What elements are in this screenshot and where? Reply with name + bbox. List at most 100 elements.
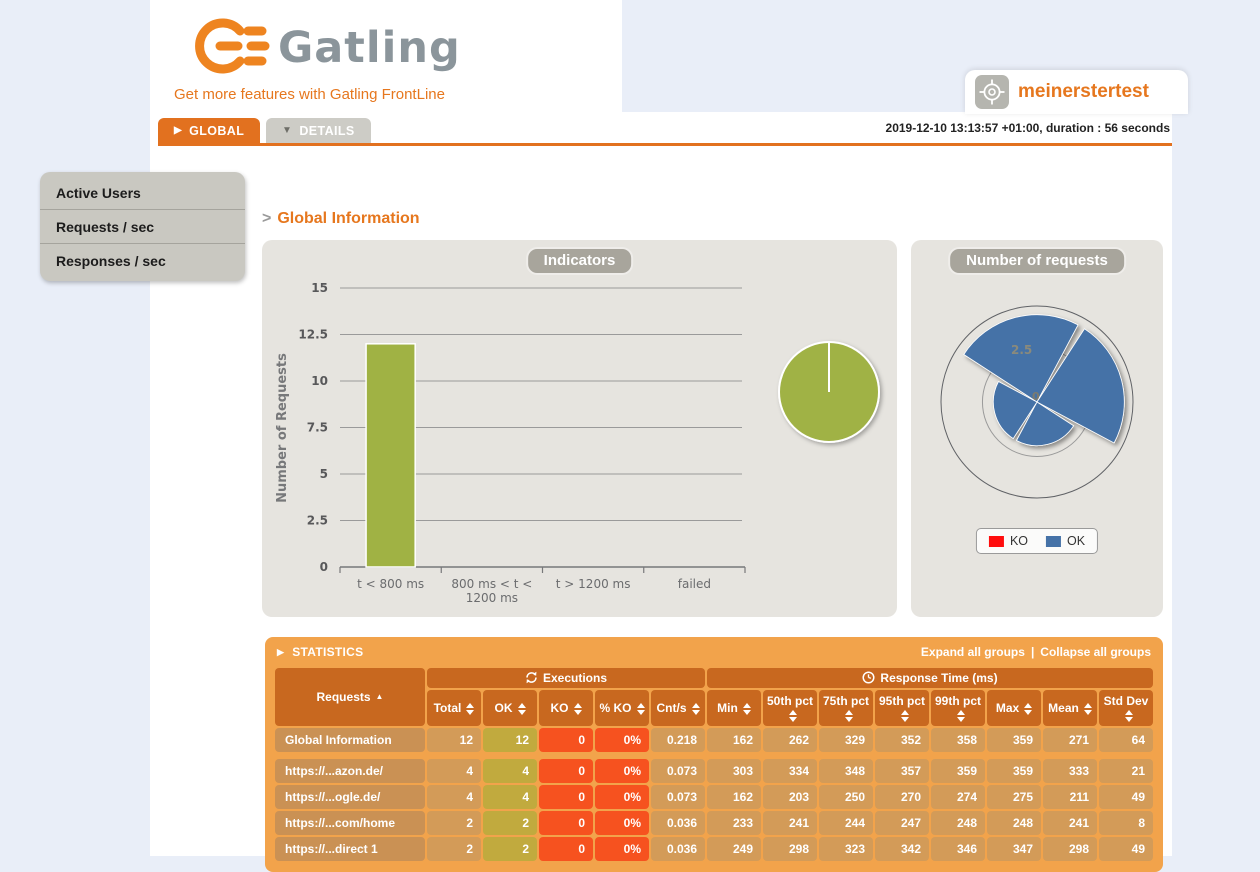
collapse-all-groups-link[interactable]: Collapse all groups (1040, 645, 1151, 659)
stat-cell: 346 (931, 837, 985, 861)
stat-cell: 249 (707, 837, 761, 861)
stat-cell: 334 (763, 759, 817, 783)
stat-cell: 298 (1043, 837, 1097, 861)
page-title: > Global Information (262, 210, 420, 228)
sort-asc-icon: ▲ (375, 692, 384, 701)
stat-cell-ko: 0 (539, 785, 593, 809)
svg-text:5: 5 (320, 467, 328, 481)
stat-cell-pct-ko: 0% (595, 728, 649, 752)
stat-cell: 274 (931, 785, 985, 809)
svg-text:15: 15 (311, 281, 328, 295)
request-name-cell[interactable]: https://...azon.de/ (275, 759, 425, 783)
stat-cell: 49 (1099, 785, 1153, 809)
tab-details-label: DETAILS (299, 123, 355, 138)
svg-text:t < 800 ms: t < 800 ms (357, 577, 424, 591)
column-header-pct-ko[interactable]: % KO (595, 690, 649, 726)
stat-cell: 270 (875, 785, 929, 809)
sort-icon (1024, 702, 1033, 715)
sort-icon (844, 709, 853, 722)
request-name-cell[interactable]: https://...direct 1 (275, 837, 425, 861)
column-header-99th[interactable]: 99th pct (931, 690, 985, 726)
legend-ko-label: KO (1009, 534, 1028, 548)
stat-cell: 241 (1043, 811, 1097, 835)
expand-all-groups-link[interactable]: Expand all groups (920, 645, 1025, 659)
stat-cell-ok: 4 (483, 759, 537, 783)
target-icon (975, 75, 1009, 109)
clock-icon (862, 671, 875, 684)
tab-global[interactable]: ▶ GLOBAL (158, 118, 261, 143)
stat-cell: 275 (987, 785, 1041, 809)
ko-swatch-icon (988, 535, 1004, 547)
svg-text:12.5: 12.5 (298, 328, 328, 342)
column-header-95th[interactable]: 95th pct (875, 690, 929, 726)
stat-cell-pct-ko: 0% (595, 837, 649, 861)
column-header-cnts[interactable]: Cnt/s (651, 690, 705, 726)
gatling-logo[interactable]: Gatling (178, 14, 478, 83)
triangle-right-icon: ▶ (174, 125, 183, 136)
statistics-panel: ▶ STATISTICS Expand all groups | Collaps… (265, 637, 1163, 872)
column-header-50th[interactable]: 50th pct (763, 690, 817, 726)
stat-cell: 64 (1099, 728, 1153, 752)
statistics-title: STATISTICS (292, 645, 364, 659)
stat-cell: 248 (987, 811, 1041, 835)
links-separator: | (1030, 645, 1035, 659)
response-time-header-label: Response Time (ms) (880, 671, 998, 685)
column-header-max[interactable]: Max (987, 690, 1041, 726)
svg-text:failed: failed (678, 577, 711, 591)
table-row-total: Global Information 12 12 0 0% 0.218 162 … (275, 728, 1153, 752)
column-header-min[interactable]: Min (707, 690, 761, 726)
stat-cell-ok: 12 (483, 728, 537, 752)
legend-item-ko[interactable]: KO (988, 534, 1028, 548)
stat-cell: 233 (707, 811, 761, 835)
sidebar: Active Users Requests / sec Responses / … (40, 172, 245, 281)
column-header-ko[interactable]: KO (539, 690, 593, 726)
statistics-header: ▶ STATISTICS Expand all groups | Collaps… (273, 643, 1155, 666)
column-header-stddev[interactable]: Std Dev (1099, 690, 1153, 726)
stat-cell: 2 (427, 837, 481, 861)
group-header-executions: Executions (427, 668, 705, 688)
page-title-text: Global Information (277, 210, 420, 227)
svg-text:2.5: 2.5 (307, 514, 328, 528)
stat-cell: 248 (931, 811, 985, 835)
stat-cell: 4 (427, 759, 481, 783)
sort-icon (1124, 709, 1133, 722)
stat-cell: 250 (819, 785, 873, 809)
svg-text:t > 1200 ms: t > 1200 ms (556, 577, 631, 591)
request-name-cell[interactable]: https://...com/home (275, 811, 425, 835)
sidebar-item-responses-per-sec[interactable]: Responses / sec (56, 253, 166, 269)
triangle-right-icon[interactable]: ▶ (277, 646, 285, 657)
column-header-mean[interactable]: Mean (1043, 690, 1097, 726)
number-of-requests-chart: 02.5 (940, 305, 1134, 499)
sidebar-item-active-users[interactable]: Active Users (40, 176, 245, 210)
run-info: 2019-12-10 13:13:57 +01:00, duration : 5… (885, 121, 1170, 135)
stat-cell: 0.073 (651, 759, 705, 783)
ok-swatch-icon (1046, 535, 1061, 547)
tab-details[interactable]: ▼ DETAILS (266, 118, 371, 143)
stat-cell: 241 (763, 811, 817, 835)
column-header-75th[interactable]: 75th pct (819, 690, 873, 726)
sort-icon (900, 709, 909, 722)
sort-icon (466, 702, 475, 715)
stat-cell-ko: 0 (539, 728, 593, 752)
sort-icon (691, 702, 700, 715)
simulation-card: meinerstertest (965, 70, 1188, 114)
stat-cell: 49 (1099, 837, 1153, 861)
sort-icon (517, 702, 526, 715)
sort-icon (636, 702, 645, 715)
svg-text:7.5: 7.5 (307, 421, 328, 435)
tab-underline (158, 143, 1172, 146)
svg-text:800 ms < t <: 800 ms < t < (451, 577, 532, 591)
stat-cell-ok: 4 (483, 785, 537, 809)
stat-cell-ok: 2 (483, 811, 537, 835)
column-header-ok[interactable]: OK (483, 690, 537, 726)
request-name-cell[interactable]: https://...ogle.de/ (275, 785, 425, 809)
legend-item-ok[interactable]: OK (1046, 534, 1085, 548)
column-header-total[interactable]: Total (427, 690, 481, 726)
column-header-requests[interactable]: Requests ▲ (275, 668, 425, 726)
frontline-link[interactable]: Get more features with Gatling FrontLine (174, 86, 445, 103)
sidebar-item-requests-per-sec[interactable]: Requests / sec (40, 210, 245, 244)
number-of-requests-panel: 0 2.5 Number of requests KO OK (911, 240, 1163, 617)
stat-cell: 0.218 (651, 728, 705, 752)
breadcrumb: > (262, 210, 272, 227)
request-name-cell[interactable]: Global Information (275, 728, 425, 752)
